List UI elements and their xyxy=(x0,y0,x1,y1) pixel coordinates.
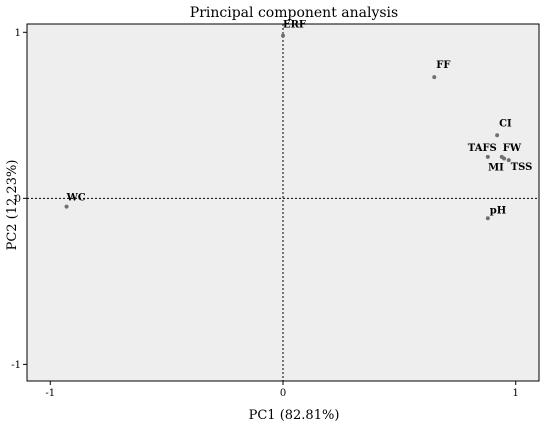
data-points: ERF FF CI TAFS FW MI TSS WC pH xyxy=(64,20,533,221)
data-point-tss xyxy=(506,158,511,163)
data-point-wc xyxy=(64,204,69,209)
data-point-ci xyxy=(495,133,500,138)
point-label-ff: FF xyxy=(436,60,450,71)
y-tick-label: -1 xyxy=(11,360,21,371)
data-point-mi xyxy=(502,156,507,161)
data-point-ff xyxy=(432,75,437,80)
reference-lines xyxy=(27,24,539,381)
point-label-tafs: TAFS xyxy=(468,143,497,154)
point-label-tss: TSS xyxy=(511,162,533,173)
point-label-wc: WC xyxy=(66,193,86,204)
point-label-erf: ERF xyxy=(283,20,306,31)
y-tick-label: 1 xyxy=(15,28,21,39)
x-axis-ticks: -1 0 1 xyxy=(45,381,519,399)
data-point-tafs xyxy=(485,154,490,159)
x-axis-label: PC1 (82.81%) xyxy=(249,408,340,423)
data-point-ph xyxy=(485,216,490,221)
point-label-mi: MI xyxy=(488,162,504,173)
chart-title: Principal component analysis xyxy=(190,5,398,21)
point-label-ph: pH xyxy=(490,205,506,216)
y-tick-label: 0 xyxy=(15,194,21,205)
x-tick-label: 1 xyxy=(513,388,519,399)
data-point-erf xyxy=(281,33,285,38)
x-tick-label: -1 xyxy=(45,388,55,399)
y-axis-label: PC2 (12.23%) xyxy=(5,160,20,251)
x-tick-label: 0 xyxy=(280,388,286,399)
point-label-fw: FW xyxy=(503,143,522,154)
y-axis-ticks: -1 0 1 xyxy=(11,28,27,371)
point-label-ci: CI xyxy=(499,118,512,129)
